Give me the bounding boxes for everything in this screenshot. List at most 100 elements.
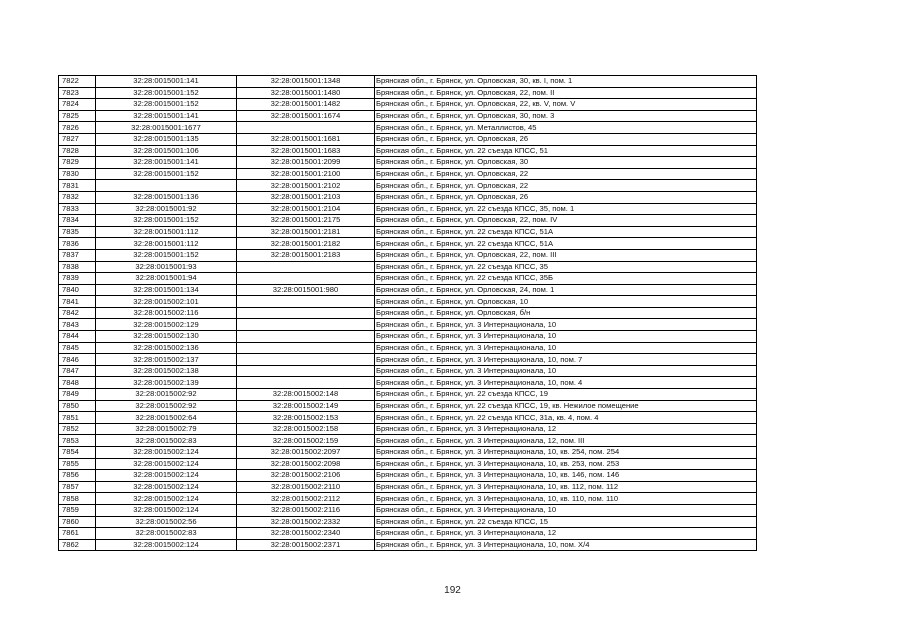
parent-cadastral-number-cell: 32:28:0015001:94: [95, 272, 237, 285]
parent-cadastral-number-cell: 32:28:0015002:139: [95, 376, 237, 390]
table-row: 7849 32:28:0015002:92 32:28:0015002:148 Бря…: [58, 388, 757, 401]
parent-cadastral-number-cell: 32:28:0015001:135: [95, 132, 237, 146]
table-row: 7827 32:28:0015001:135 32:28:0015001:1681 Б…: [58, 132, 757, 146]
cadastral-number-cell: 32:28:0015002:2106: [236, 469, 375, 482]
row-number-cell: 7826: [58, 121, 96, 134]
parent-cadastral-number-cell: 32:28:0015002:124: [95, 480, 237, 494]
table-row: 7858 32:28:0015002:124 32:28:0015002:2112 Б…: [58, 492, 757, 505]
table-row: 7853 32:28:0015002:83 32:28:0015002:159 Бря…: [58, 434, 757, 447]
row-number-cell: 7839: [58, 272, 96, 285]
table-body: 7822 32:28:0015001:141 32:28:0015001:1348 Б…: [58, 75, 757, 552]
table-row: 7857 32:28:0015002:124 32:28:0015002:2110 Б…: [58, 480, 757, 494]
parent-cadastral-number-cell: 32:28:0015002:124: [95, 492, 237, 505]
table-row: 7850 32:28:0015002:92 32:28:0015002:149 Бря…: [58, 399, 757, 413]
address-cell: Брянская обл., г. Брянск, ул. 22 съезда …: [374, 225, 757, 239]
parent-cadastral-number-cell: 32:28:0015002:136: [95, 341, 237, 355]
cadastral-number-cell: [236, 341, 375, 355]
parent-cadastral-number-cell: 32:28:0015002:137: [95, 353, 237, 366]
address-cell: Брянская обл., г. Брянск, ул. 3 Интернац…: [374, 469, 757, 482]
address-cell: Брянская обл., г. Брянск, ул. Орловская,…: [374, 179, 757, 192]
table-row: 7825 32:28:0015001:141 32:28:0015001:1674 Б…: [58, 109, 757, 123]
row-number-cell: 7825: [58, 109, 96, 123]
row-number-cell: 7857: [58, 480, 96, 494]
cadastral-number-cell: 32:28:0015002:2098: [236, 457, 375, 471]
address-cell: Брянская обл., г. Брянск, ул. Металлисто…: [374, 121, 757, 134]
parent-cadastral-number-cell: 32:28:0015002:124: [95, 457, 237, 471]
parent-cadastral-number-cell: 32:28:0015002:92: [95, 388, 237, 401]
parent-cadastral-number-cell: 32:28:0015002:79: [95, 422, 237, 436]
row-number-cell: 7841: [58, 295, 96, 308]
parent-cadastral-number-cell: 32:28:0015001:152: [95, 248, 237, 262]
address-cell: Брянская обл., г. Брянск, ул. 3 Интернац…: [374, 446, 757, 459]
cadastral-number-cell: [236, 376, 375, 390]
parent-cadastral-number-cell: 32:28:0015002:138: [95, 364, 237, 378]
row-number-cell: 7852: [58, 422, 96, 436]
table-row: 7839 32:28:0015001:94 Брянская обл., г. Бр…: [58, 272, 757, 285]
address-cell: Брянская обл., г. Брянск, ул. Орловская,…: [374, 86, 757, 100]
cadastral-number-cell: 32:28:0015001:2103: [236, 190, 375, 204]
address-cell: Брянская обл., г. Брянск, ул. 22 съезда …: [374, 388, 757, 401]
address-cell: Брянская обл., г. Брянск, ул. Орловская,…: [374, 283, 757, 297]
row-number-cell: 7843: [58, 318, 96, 332]
parent-cadastral-number-cell: 32:28:0015001:152: [95, 98, 237, 111]
cadastral-number-cell: 32:28:0015001:1482: [236, 98, 375, 111]
cadastral-number-cell: 32:28:0015002:148: [236, 388, 375, 401]
table-row: 7835 32:28:0015001:112 32:28:0015001:2181 Б…: [58, 225, 757, 239]
address-cell: Брянская обл., г. Брянск, ул. 3 Интернац…: [374, 376, 757, 390]
address-cell: Брянская обл., г. Брянск, ул. 22 съезда …: [374, 411, 757, 424]
table-row: 7856 32:28:0015002:124 32:28:0015002:2106 Б…: [58, 469, 757, 482]
cadastral-number-cell: 32:28:0015002:158: [236, 422, 375, 436]
address-cell: Брянская обл., г. Брянск, ул. Орловская,…: [374, 75, 757, 88]
address-cell: Брянская обл., г. Брянск, ул. 3 Интернац…: [374, 422, 757, 436]
cadastral-number-cell: 32:28:0015002:2371: [236, 538, 375, 552]
cadastral-number-cell: 32:28:0015002:2332: [236, 515, 375, 529]
cadastral-number-cell: 32:28:0015002:149: [236, 399, 375, 413]
table-row: 7823 32:28:0015001:152 32:28:0015001:1480 Б…: [58, 86, 757, 100]
parent-cadastral-number-cell: 32:28:0015001:1677: [95, 121, 237, 134]
table-row: 7832 32:28:0015001:136 32:28:0015001:2103 Б…: [58, 190, 757, 204]
cadastral-number-cell: 32:28:0015002:2110: [236, 480, 375, 494]
cadastral-number-cell: 32:28:0015001:2104: [236, 202, 375, 216]
row-number-cell: 7850: [58, 399, 96, 413]
row-number-cell: 7840: [58, 283, 96, 297]
table-row: 7840 32:28:0015001:134 32:28:0015001:980 Бр…: [58, 283, 757, 297]
table-row: 7847 32:28:0015002:138 Брянская обл., г. Б…: [58, 364, 757, 378]
parent-cadastral-number-cell: 32:28:0015001:152: [95, 214, 237, 227]
address-cell: Брянская обл., г. Брянск, ул. 22 съезда …: [374, 202, 757, 216]
address-cell: Брянская обл., г. Брянск, ул. 3 Интернац…: [374, 341, 757, 355]
parent-cadastral-number-cell: 32:28:0015002:116: [95, 306, 237, 320]
row-number-cell: 7837: [58, 248, 96, 262]
row-number-cell: 7823: [58, 86, 96, 100]
address-cell: Брянская обл., г. Брянск, ул. 3 Интернац…: [374, 503, 757, 517]
table-row: 7826 32:28:0015001:1677 Брянская обл., г. …: [58, 121, 757, 134]
parent-cadastral-number-cell: 32:28:0015002:92: [95, 399, 237, 413]
row-number-cell: 7830: [58, 167, 96, 181]
row-number-cell: 7851: [58, 411, 96, 424]
address-cell: Брянская обл., г. Брянск, ул. 3 Интернац…: [374, 318, 757, 332]
parent-cadastral-number-cell: 32:28:0015001:136: [95, 190, 237, 204]
table-row: 7829 32:28:0015001:141 32:28:0015001:2099 Б…: [58, 156, 757, 169]
row-number-cell: 7859: [58, 503, 96, 517]
row-number-cell: 7845: [58, 341, 96, 355]
row-number-cell: 7829: [58, 156, 96, 169]
cadastral-number-cell: 32:28:0015002:2340: [236, 527, 375, 540]
row-number-cell: 7848: [58, 376, 96, 390]
address-cell: Брянская обл., г. Брянск, ул. Орловская,…: [374, 248, 757, 262]
row-number-cell: 7858: [58, 492, 96, 505]
cadastral-number-cell: 32:28:0015002:153: [236, 411, 375, 424]
address-cell: Брянская обл., г. Брянск, ул. 22 съезда …: [374, 144, 757, 158]
cadastral-number-cell: 32:28:0015001:2183: [236, 248, 375, 262]
row-number-cell: 7832: [58, 190, 96, 204]
address-cell: Брянская обл., г. Брянск, ул. 3 Интернац…: [374, 353, 757, 366]
address-cell: Брянская обл., г. Брянск, ул. 3 Интернац…: [374, 480, 757, 494]
parent-cadastral-number-cell: 32:28:0015002:124: [95, 469, 237, 482]
address-cell: Брянская обл., г. Брянск, ул. 22 съезда …: [374, 272, 757, 285]
table-row: 7844 32:28:0015002:130 Брянская обл., г. Б…: [58, 330, 757, 343]
row-number-cell: 7822: [58, 75, 96, 88]
address-cell: Брянская обл., г. Брянск, ул. 22 съезда …: [374, 399, 757, 413]
row-number-cell: 7861: [58, 527, 96, 540]
cadastral-number-cell: [236, 260, 375, 274]
row-number-cell: 7835: [58, 225, 96, 239]
parent-cadastral-number-cell: 32:28:0015001:141: [95, 109, 237, 123]
cadastral-number-cell: 32:28:0015001:1681: [236, 132, 375, 146]
